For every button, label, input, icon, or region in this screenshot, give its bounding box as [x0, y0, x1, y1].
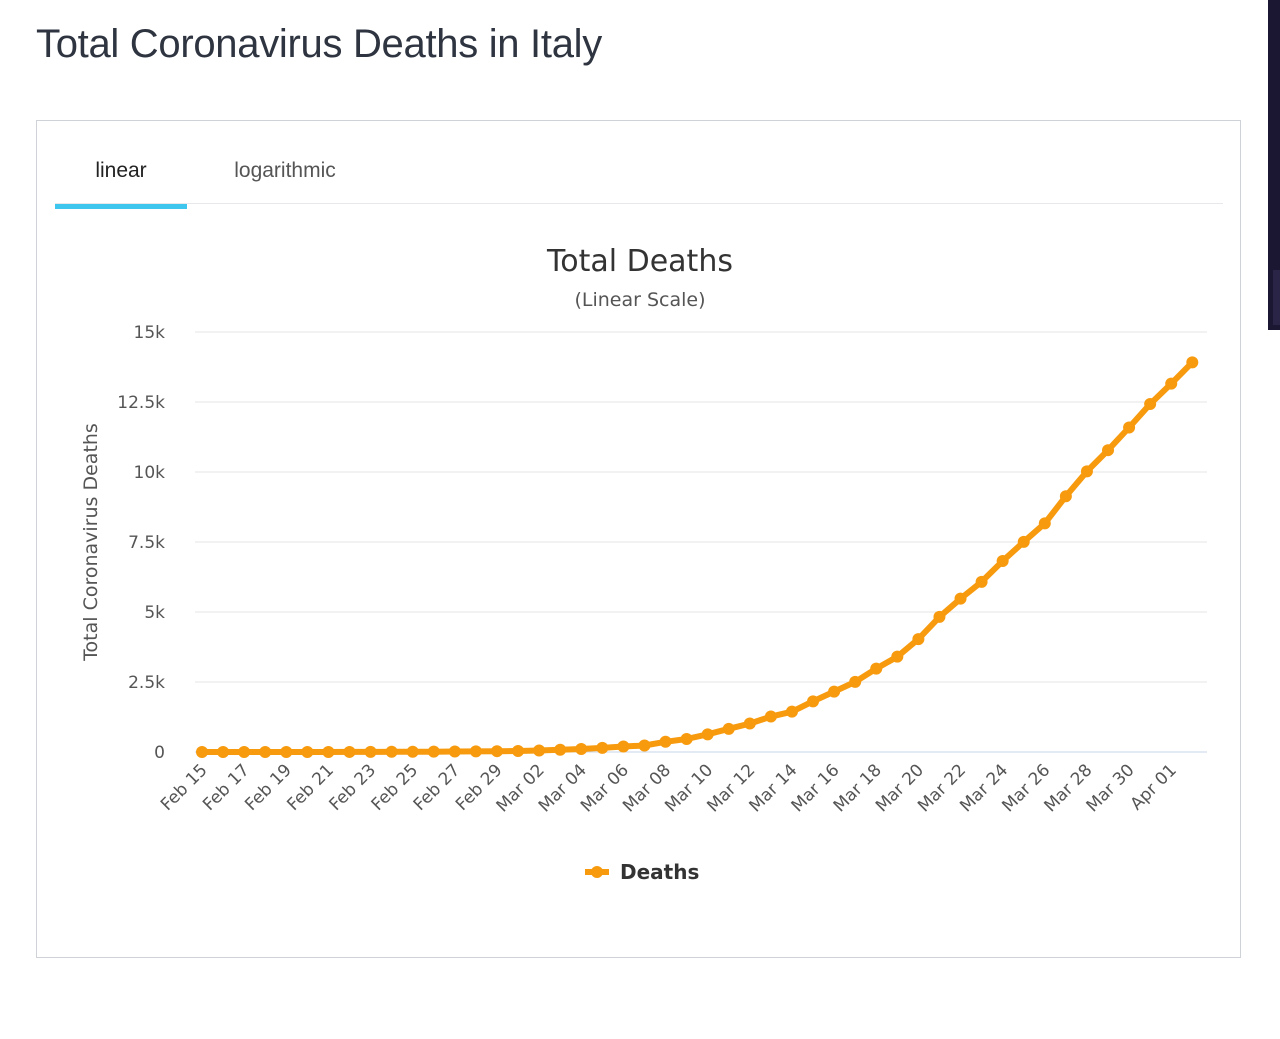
y-tick-label: 2.5k — [128, 673, 165, 693]
data-point[interactable] — [1059, 490, 1072, 503]
data-point[interactable] — [1038, 517, 1051, 530]
data-point[interactable] — [638, 739, 651, 752]
y-axis-ticks: 0 2.5k 5k 7.5k 10k 12.5k 15k — [117, 323, 165, 763]
data-point[interactable] — [238, 746, 251, 758]
data-point[interactable] — [448, 745, 461, 758]
deaths-line-chart: Total Deaths (Linear Scale) Total Corona… — [80, 244, 1207, 884]
data-point[interactable] — [680, 733, 693, 746]
x-tick-label: Feb 25 — [368, 760, 423, 815]
data-point[interactable] — [1080, 465, 1093, 478]
data-point[interactable] — [301, 746, 314, 758]
x-tick-label: Feb 19 — [241, 760, 296, 815]
data-point[interactable] — [490, 745, 503, 758]
data-point[interactable] — [385, 745, 398, 758]
x-tick-label: Feb 17 — [199, 760, 254, 815]
data-point[interactable] — [1186, 356, 1199, 369]
data-point[interactable] — [1017, 535, 1030, 548]
data-point[interactable] — [701, 728, 714, 741]
x-tick-label: Apr 01 — [1127, 760, 1181, 814]
data-point[interactable] — [617, 740, 630, 753]
data-point[interactable] — [828, 685, 841, 698]
x-tick-label: Feb 15 — [157, 760, 212, 815]
data-point[interactable] — [975, 575, 988, 588]
data-point[interactable] — [406, 745, 419, 758]
y-axis-title: Total Coronavirus Deaths — [80, 423, 102, 662]
y-tick-label: 5k — [144, 603, 165, 623]
data-point[interactable] — [912, 633, 925, 646]
data-point[interactable] — [596, 741, 609, 754]
data-point[interactable] — [870, 662, 883, 675]
y-tick-label: 15k — [134, 323, 166, 343]
data-point[interactable] — [807, 695, 820, 708]
page-title: Total Coronavirus Deaths in Italy — [36, 22, 602, 66]
x-tick-label: Mar 30 — [1083, 760, 1139, 816]
active-tab-indicator — [55, 204, 187, 209]
legend[interactable]: Deaths — [585, 860, 699, 884]
data-point[interactable] — [764, 710, 777, 723]
data-point[interactable] — [849, 675, 862, 688]
y-tick-label: 0 — [154, 743, 165, 763]
grid-lines — [195, 331, 1207, 753]
chart-subtitle: (Linear Scale) — [574, 289, 705, 311]
data-point[interactable] — [512, 745, 525, 758]
tab-linear[interactable]: linear — [55, 121, 187, 209]
data-point[interactable] — [1165, 377, 1178, 390]
window-edge-strip — [1268, 0, 1280, 330]
y-tick-label: 7.5k — [128, 533, 165, 553]
data-point[interactable] — [364, 745, 377, 758]
chart-title: Total Deaths — [546, 244, 733, 279]
scale-tabs: linear logarithmic — [55, 121, 1223, 209]
data-point[interactable] — [954, 592, 967, 605]
data-point[interactable] — [533, 744, 546, 757]
x-tick-label: Feb 23 — [326, 760, 381, 815]
data-point[interactable] — [469, 745, 482, 758]
data-point[interactable] — [575, 743, 588, 756]
x-tick-label: Feb 27 — [410, 760, 465, 815]
data-point[interactable] — [280, 746, 293, 758]
data-point[interactable] — [259, 746, 272, 758]
tab-linear-label: linear — [95, 159, 147, 182]
data-point[interactable] — [1102, 444, 1115, 457]
tab-logarithmic-label: logarithmic — [234, 159, 336, 182]
data-point[interactable] — [343, 745, 356, 758]
window-edge-strip-detail — [1273, 270, 1280, 325]
data-point[interactable] — [1123, 421, 1136, 434]
x-tick-label: Feb 21 — [283, 760, 338, 815]
data-point[interactable] — [322, 745, 335, 758]
chart-card: linear logarithmic Total Deaths (Linear … — [36, 120, 1241, 958]
data-point[interactable] — [933, 610, 946, 623]
data-point[interactable] — [1144, 398, 1157, 411]
legend-marker-icon — [591, 866, 603, 878]
data-point[interactable] — [743, 717, 756, 730]
data-point[interactable] — [722, 722, 735, 735]
y-tick-label: 10k — [134, 463, 166, 483]
data-point[interactable] — [659, 735, 672, 748]
deaths-series — [196, 356, 1199, 758]
data-point[interactable] — [891, 650, 904, 663]
data-point[interactable] — [196, 746, 208, 758]
legend-label-deaths: Deaths — [620, 860, 699, 884]
data-point[interactable] — [785, 705, 798, 718]
data-point[interactable] — [996, 555, 1009, 568]
series-line — [199, 359, 1196, 755]
data-point[interactable] — [427, 745, 440, 758]
data-point[interactable] — [217, 746, 230, 758]
tab-logarithmic[interactable]: logarithmic — [217, 121, 353, 203]
y-tick-label: 12.5k — [117, 393, 165, 413]
data-point[interactable] — [554, 743, 567, 756]
